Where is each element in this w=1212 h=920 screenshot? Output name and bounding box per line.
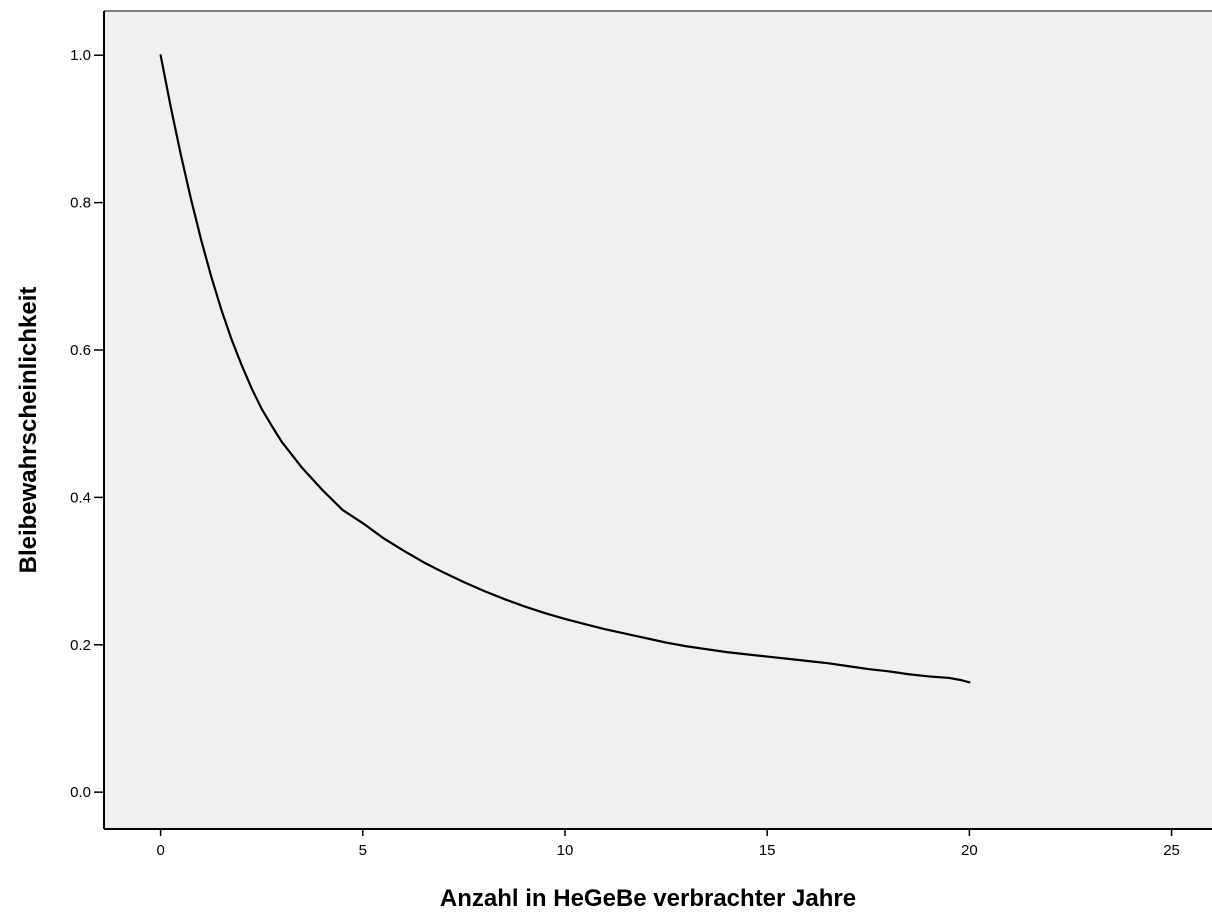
y-tick-label: 0.4 [70, 489, 91, 506]
y-axis-title: Bleibewahrscheinlichkeit [15, 287, 42, 574]
y-axis-ticks: 0.0 0.2 0.4 0.6 0.8 1.0 [70, 47, 104, 801]
x-axis-ticks: 0 5 10 15 20 25 [156, 829, 1180, 859]
x-tick-label: 25 [1163, 842, 1180, 859]
x-axis-title: Anzahl in HeGeBe verbrachter Jahre [440, 885, 856, 912]
x-tick-label: 20 [961, 842, 978, 859]
x-tick-label: 15 [759, 842, 776, 859]
x-tick-label: 5 [359, 842, 367, 859]
plot-area [104, 11, 1212, 829]
y-tick-label: 1.0 [70, 47, 91, 64]
x-tick-label: 10 [557, 842, 574, 859]
survival-curve [159, 54, 971, 684]
x-tick-label: 0 [156, 842, 164, 859]
y-tick-label: 0.0 [70, 784, 91, 801]
y-tick-label: 0.6 [70, 342, 91, 359]
y-tick-label: 0.2 [70, 637, 91, 654]
y-tick-label: 0.8 [70, 195, 91, 212]
